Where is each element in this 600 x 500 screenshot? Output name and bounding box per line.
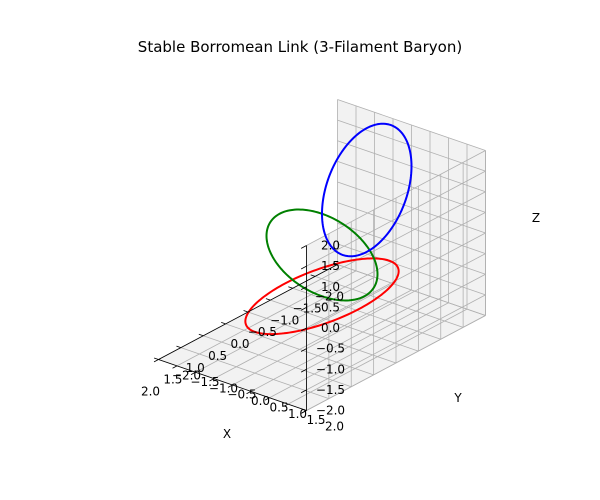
x-tick-label: 0.5 <box>208 349 227 363</box>
x-tick-label: −2.0 <box>315 290 344 304</box>
x-tick-label: −0.5 <box>248 325 277 339</box>
grid-line-back-z <box>306 191 486 288</box>
x-tick-mark <box>198 333 204 337</box>
grid-line-left-z <box>337 264 486 316</box>
z-tick-mark <box>300 410 307 414</box>
z-tick-mark <box>300 327 307 332</box>
x-tick-mark <box>176 345 182 349</box>
grid-lines <box>158 99 486 411</box>
x-tick-mark <box>153 357 159 360</box>
x-tick-mark <box>310 274 316 277</box>
z-tick-mark <box>300 265 307 270</box>
y-tick-mark <box>283 403 289 407</box>
y-tick-mark <box>264 397 270 401</box>
grid-line-left-z <box>337 161 486 213</box>
x-tick-mark <box>265 298 271 301</box>
z-tick-label: −0.5 <box>316 342 345 356</box>
y-tick-label: 0.5 <box>269 400 288 414</box>
z-tick-label: 2.0 <box>321 239 340 253</box>
x-tick-label: 1.0 <box>186 361 205 375</box>
grid-line-floor-y <box>213 283 394 379</box>
grid-line-back-z <box>306 315 486 411</box>
z-tick-mark <box>300 348 307 352</box>
z-tick-label: −1.5 <box>316 383 345 397</box>
grid-line-floor-y <box>287 308 468 405</box>
y-tick-label: −1.5 <box>190 375 219 389</box>
grid-line-back-z <box>306 253 486 349</box>
y-tick-mark <box>246 391 252 395</box>
x-tick-label: −1.0 <box>270 313 299 327</box>
grid-line-left-z <box>337 99 486 151</box>
grid-line-back-z <box>306 212 486 308</box>
x-tick-mark <box>332 262 338 265</box>
grid-line-back-z <box>306 150 486 246</box>
z-tick-mark <box>300 368 307 373</box>
curve-1 <box>244 257 400 336</box>
y-tick-label: −1.0 <box>209 381 238 395</box>
z-tick-mark <box>300 245 307 249</box>
curves <box>244 122 413 336</box>
grid-line-left-z <box>337 202 486 255</box>
x-tick-mark <box>288 286 293 289</box>
z-tick-label: 1.5 <box>321 259 340 273</box>
x-tick-label: 1.5 <box>163 373 182 387</box>
y-tick-mark <box>172 365 178 369</box>
x-tick-label: 0.0 <box>230 337 249 351</box>
z-tick-label: −1.0 <box>316 362 345 376</box>
x-axis-label: X <box>223 427 231 441</box>
z-tick-mark <box>300 389 307 394</box>
curve-2 <box>265 208 379 302</box>
grid-line-left-z <box>337 119 486 172</box>
curve-3 <box>321 122 413 258</box>
z-axis-label: Z <box>532 211 540 225</box>
grid-line-back-z <box>306 294 486 391</box>
chart-title: Stable Borromean Link (3-Filament Baryon… <box>138 38 462 56</box>
y-tick-label: 1.0 <box>288 407 307 421</box>
grid-line-floor-y <box>269 302 449 399</box>
grid-line-left-z <box>337 181 486 234</box>
z-tick-mark <box>300 307 307 311</box>
x-tick-mark <box>221 321 226 325</box>
grid-line-left-z <box>337 222 486 275</box>
z-tick-label: 0.5 <box>321 300 340 314</box>
x-tick-mark <box>243 310 249 313</box>
tick-labels: −2.0−1.5−1.0−0.50.00.51.01.52.0−2.0−1.5−… <box>141 239 345 434</box>
y-tick-label: −2.0 <box>172 369 201 383</box>
y-tick-mark <box>153 359 159 363</box>
x-tick-label: −1.5 <box>293 301 322 315</box>
grid-line-floor-y <box>250 296 431 392</box>
tick-marks <box>153 245 338 414</box>
z-tick-label: 1.0 <box>321 280 340 294</box>
grid-line-floor-y <box>232 289 412 386</box>
y-tick-mark <box>209 378 215 382</box>
x-tick-label: 2.0 <box>141 385 160 399</box>
grid-line-back-z <box>306 273 486 370</box>
grid-line-floor-y <box>195 276 375 373</box>
grid-line-floor-y <box>176 270 357 367</box>
y-tick-mark <box>227 384 233 388</box>
y-tick-mark <box>190 371 196 375</box>
y-axis-label: Y <box>453 391 462 405</box>
y-tick-label: −0.5 <box>227 388 256 402</box>
y-tick-label: 1.5 <box>306 413 325 427</box>
y-tick-label: 0.0 <box>251 394 270 408</box>
z-tick-label: 0.0 <box>321 321 340 335</box>
z-tick-label: −2.0 <box>316 404 345 418</box>
z-tick-mark <box>300 286 307 290</box>
grid-line-left-z <box>337 243 486 296</box>
y-tick-label: 2.0 <box>325 420 344 434</box>
